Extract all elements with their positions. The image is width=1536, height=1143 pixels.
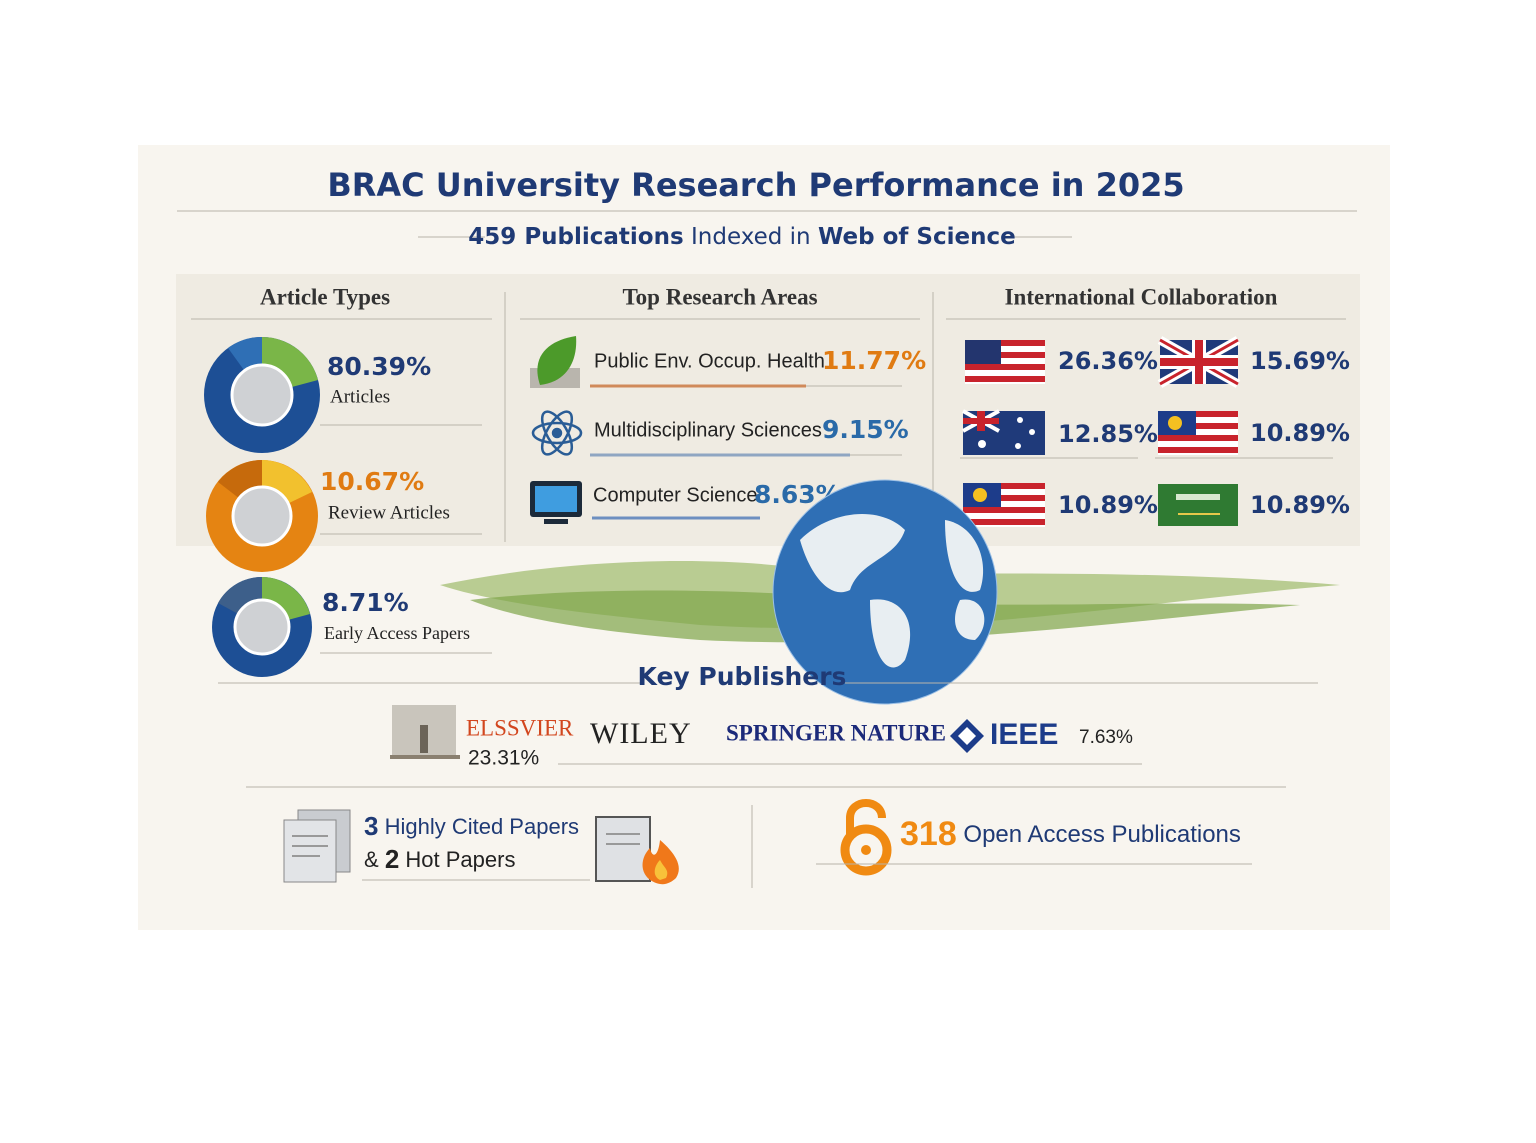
publisher-name: SPRINGER NATURE bbox=[726, 720, 946, 745]
section-heading: International Collaboration bbox=[1005, 284, 1278, 309]
title: BRAC University Research Performance in … bbox=[327, 166, 1184, 204]
highlight-label: Highly Cited Papers bbox=[385, 814, 579, 839]
flag-icon bbox=[963, 483, 1045, 527]
subtitle: 459 Publications Indexed in Web of Scien… bbox=[468, 224, 1015, 250]
type-label: Articles bbox=[330, 386, 390, 407]
donut-icon bbox=[204, 337, 320, 453]
highlight-count: 318 bbox=[900, 815, 957, 853]
flag-icon bbox=[962, 409, 1045, 455]
type-label: Review Articles bbox=[328, 502, 450, 523]
type-value: 80.39% bbox=[327, 352, 431, 381]
section-heading: Top Research Areas bbox=[622, 284, 817, 309]
globe bbox=[772, 479, 998, 705]
flag-icon bbox=[1158, 411, 1238, 455]
donut-icon bbox=[206, 460, 318, 572]
publisher-name: ELSSVIER bbox=[466, 715, 574, 740]
leaf-icon bbox=[530, 336, 580, 388]
area-label: Public Env. Occup. Health bbox=[594, 350, 825, 372]
collab-value: 10.89% bbox=[1250, 419, 1350, 447]
collab-value: 15.69% bbox=[1250, 347, 1350, 375]
publisher-name: WILEY bbox=[590, 717, 692, 750]
papers-icon bbox=[283, 809, 351, 883]
flag-icon bbox=[965, 340, 1045, 384]
subtitle-lead: 459 Publications bbox=[468, 224, 683, 250]
monitor-icon bbox=[530, 481, 582, 524]
hot-paper-icon bbox=[595, 816, 679, 885]
type-value: 10.67% bbox=[320, 467, 424, 496]
publisher-value: 23.31% bbox=[468, 747, 539, 770]
collab-value: 26.36% bbox=[1058, 347, 1158, 375]
highlight-label: Hot Papers bbox=[405, 847, 515, 872]
flag-icon bbox=[1158, 484, 1238, 526]
open-access-icon bbox=[840, 799, 892, 876]
subtitle-source: Web of Science bbox=[818, 224, 1016, 250]
area-value: 9.15% bbox=[822, 415, 909, 444]
collab-value: 12.85% bbox=[1058, 420, 1158, 448]
flag-icon bbox=[1157, 336, 1241, 388]
section-heading: Article Types bbox=[260, 284, 390, 309]
highlight-count: 2 bbox=[385, 844, 399, 874]
area-label: Computer Science bbox=[593, 484, 758, 506]
highlight-joiner: & bbox=[364, 847, 379, 872]
highlight-line: 318 Open Access Publications bbox=[900, 815, 1241, 853]
type-value: 8.71% bbox=[322, 588, 409, 617]
elsevier-tree-icon bbox=[390, 705, 460, 759]
collab-value: 10.89% bbox=[1250, 491, 1350, 519]
highlight-count: 3 bbox=[364, 811, 378, 841]
ieee-icon bbox=[950, 719, 984, 753]
type-label: Early Access Papers bbox=[324, 623, 470, 643]
area-value: 11.77% bbox=[822, 346, 926, 375]
publisher-name: IEEE bbox=[990, 718, 1058, 751]
atom-icon bbox=[531, 410, 583, 456]
subtitle-middle: Indexed in bbox=[691, 224, 811, 250]
highlight-label: Open Access Publications bbox=[963, 821, 1241, 848]
publisher-value: 7.63% bbox=[1079, 727, 1133, 748]
donut-icon bbox=[212, 576, 312, 677]
collab-value: 10.89% bbox=[1058, 491, 1158, 519]
highlight-line: 3 Highly Cited Papers bbox=[364, 811, 579, 841]
section-heading: Key Publishers bbox=[638, 662, 847, 691]
area-label: Multidisciplinary Sciences bbox=[594, 419, 822, 441]
highlight-line: & 2 Hot Papers bbox=[364, 844, 515, 874]
